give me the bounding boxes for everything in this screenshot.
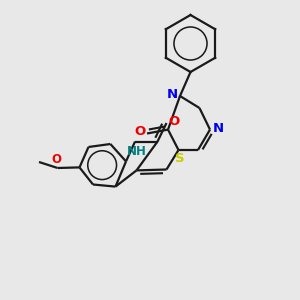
- Text: O: O: [51, 153, 61, 166]
- Text: O: O: [168, 115, 180, 128]
- Text: N: N: [213, 122, 224, 135]
- Text: S: S: [175, 152, 185, 166]
- Text: O: O: [135, 125, 146, 139]
- Text: NH: NH: [127, 145, 146, 158]
- Text: N: N: [167, 88, 178, 101]
